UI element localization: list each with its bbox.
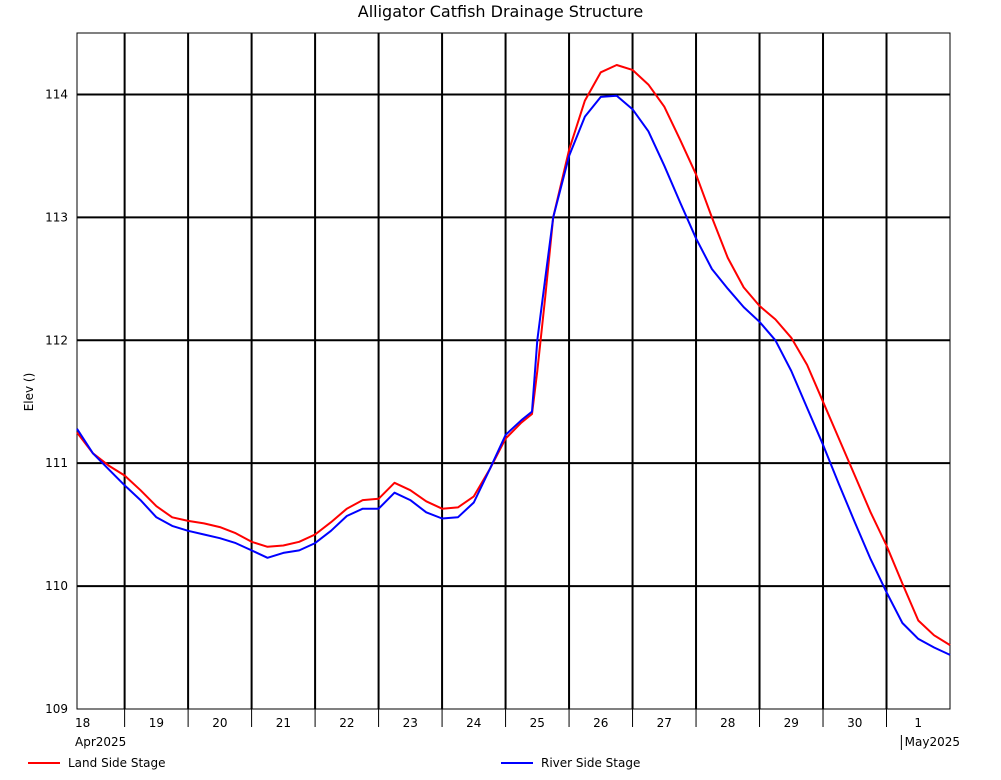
series-layer (76, 64, 951, 656)
x-month-label: Apr2025 (75, 735, 126, 749)
x-tick-label: 19 (149, 716, 164, 730)
legend-label-river-side: River Side Stage (541, 756, 641, 770)
plot-frame (76, 32, 951, 710)
legend-item-land-side: Land Side Stage (28, 756, 166, 770)
x-tick-label: 25 (530, 716, 545, 730)
x-tick-label: 23 (403, 716, 418, 730)
x-tick-label: 27 (657, 716, 672, 730)
x-tick-label: 28 (720, 716, 735, 730)
x-tick-label: 20 (212, 716, 227, 730)
y-tick-label: 111 (45, 456, 68, 470)
x-month-label: May2025 (905, 735, 960, 749)
series-line-land-side (76, 64, 951, 646)
grid-layer (76, 32, 951, 710)
y-tick-label: 109 (45, 702, 68, 716)
x-tick-label: 26 (593, 716, 608, 730)
chart-title: Alligator Catfish Drainage Structure (357, 2, 644, 21)
y-axis-label: Elev () (22, 373, 36, 412)
x-tick-label: 24 (466, 716, 481, 730)
x-tick-label: 18 (75, 716, 90, 730)
axis-layer: 109 110 111 112 113 114 18 Apr2025 19 20 21 22 23 24 2… (45, 87, 960, 750)
legend-item-river-side: River Side Stage (501, 756, 640, 770)
x-tick-label: 21 (276, 716, 291, 730)
legend-swatch-land-side (28, 762, 60, 764)
x-tick-label: 22 (339, 716, 354, 730)
y-tick-label: 110 (45, 579, 68, 593)
x-tick-label: 1 (914, 716, 922, 730)
x-tick-label: 29 (784, 716, 799, 730)
y-tick-label: 112 (45, 333, 68, 347)
legend-swatch-river-side (501, 762, 533, 764)
series-line-river-side (76, 94, 951, 656)
y-tick-label: 113 (45, 210, 68, 224)
y-tick-label: 114 (45, 87, 68, 101)
x-tick-label: 30 (847, 716, 862, 730)
legend-label-land-side: Land Side Stage (68, 756, 166, 770)
